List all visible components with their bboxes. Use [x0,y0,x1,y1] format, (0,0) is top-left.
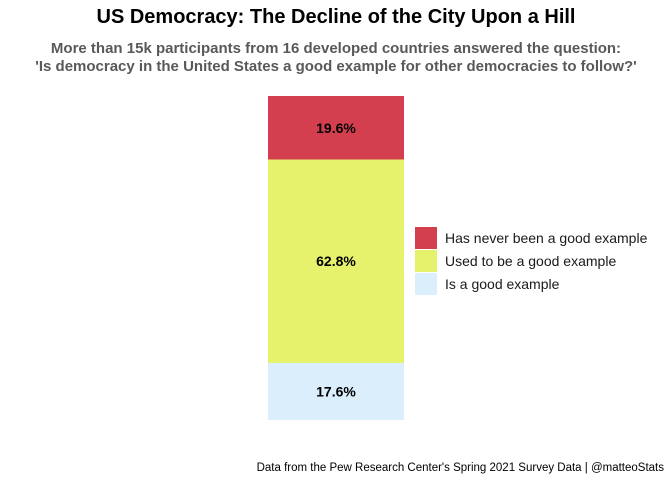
chart-subtitle-line-2: 'Is democracy in the United States a goo… [35,58,636,75]
data-label-has-never-been-a-good-example: 19.6% [316,120,356,136]
chart-subtitle-line-1: More than 15k participants from 16 devel… [51,40,621,57]
legend: Has never been a good example Used to be … [415,227,648,295]
stacked-bar: 19.6% 62.8% 17.6% [268,96,404,420]
data-label-is-a-good-example: 17.6% [316,383,356,399]
bar-segment-is-a-good-example [268,362,404,420]
data-label-used-to-be-a-good-example: 62.8% [316,253,356,269]
chart-caption: Data from the Pew Research Center's Spri… [257,462,665,474]
chart-title: US Democracy: The Decline of the City Up… [97,6,576,28]
bar-segment-has-never-been-a-good-example [268,96,404,160]
legend-label-has-never-been-a-good-example: Has never been a good example [445,230,648,246]
legend-key-has-never-been-a-good-example [415,227,437,249]
bar-segment-used-to-be-a-good-example [268,159,404,363]
legend-key-used-to-be-a-good-example [415,250,437,272]
legend-key-is-a-good-example [415,273,437,295]
legend-label-is-a-good-example: Is a good example [445,276,560,292]
legend-label-used-to-be-a-good-example: Used to be a good example [445,253,616,269]
